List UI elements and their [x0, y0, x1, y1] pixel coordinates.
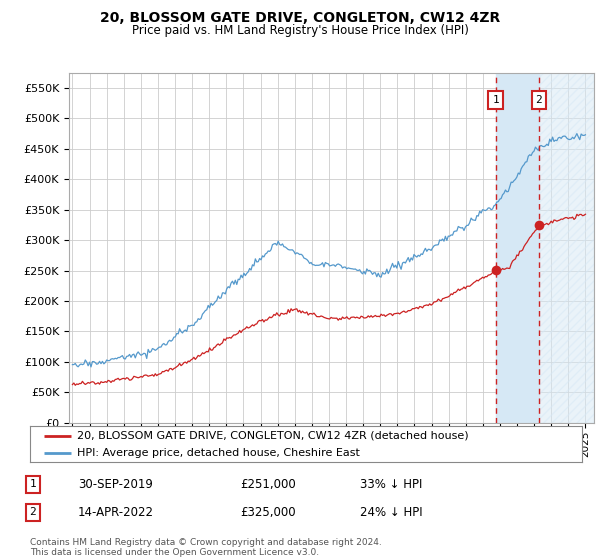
Text: 2: 2 [29, 507, 37, 517]
Text: 24% ↓ HPI: 24% ↓ HPI [360, 506, 422, 519]
Text: HPI: Average price, detached house, Cheshire East: HPI: Average price, detached house, Ches… [77, 448, 360, 458]
Text: Contains HM Land Registry data © Crown copyright and database right 2024.
This d: Contains HM Land Registry data © Crown c… [30, 538, 382, 557]
Text: 20, BLOSSOM GATE DRIVE, CONGLETON, CW12 4ZR: 20, BLOSSOM GATE DRIVE, CONGLETON, CW12 … [100, 11, 500, 25]
Text: 33% ↓ HPI: 33% ↓ HPI [360, 478, 422, 491]
Bar [539, 73, 594, 423]
Text: 1: 1 [29, 479, 37, 489]
Text: 30-SEP-2019: 30-SEP-2019 [78, 478, 153, 491]
Text: Price paid vs. HM Land Registry's House Price Index (HPI): Price paid vs. HM Land Registry's House … [131, 24, 469, 36]
Bar [496, 73, 539, 423]
Text: £251,000: £251,000 [240, 478, 296, 491]
Text: £325,000: £325,000 [240, 506, 296, 519]
Text: 20, BLOSSOM GATE DRIVE, CONGLETON, CW12 4ZR (detached house): 20, BLOSSOM GATE DRIVE, CONGLETON, CW12 … [77, 431, 469, 441]
Text: 14-APR-2022: 14-APR-2022 [78, 506, 154, 519]
Text: 1: 1 [492, 95, 499, 105]
Text: 2: 2 [536, 95, 542, 105]
